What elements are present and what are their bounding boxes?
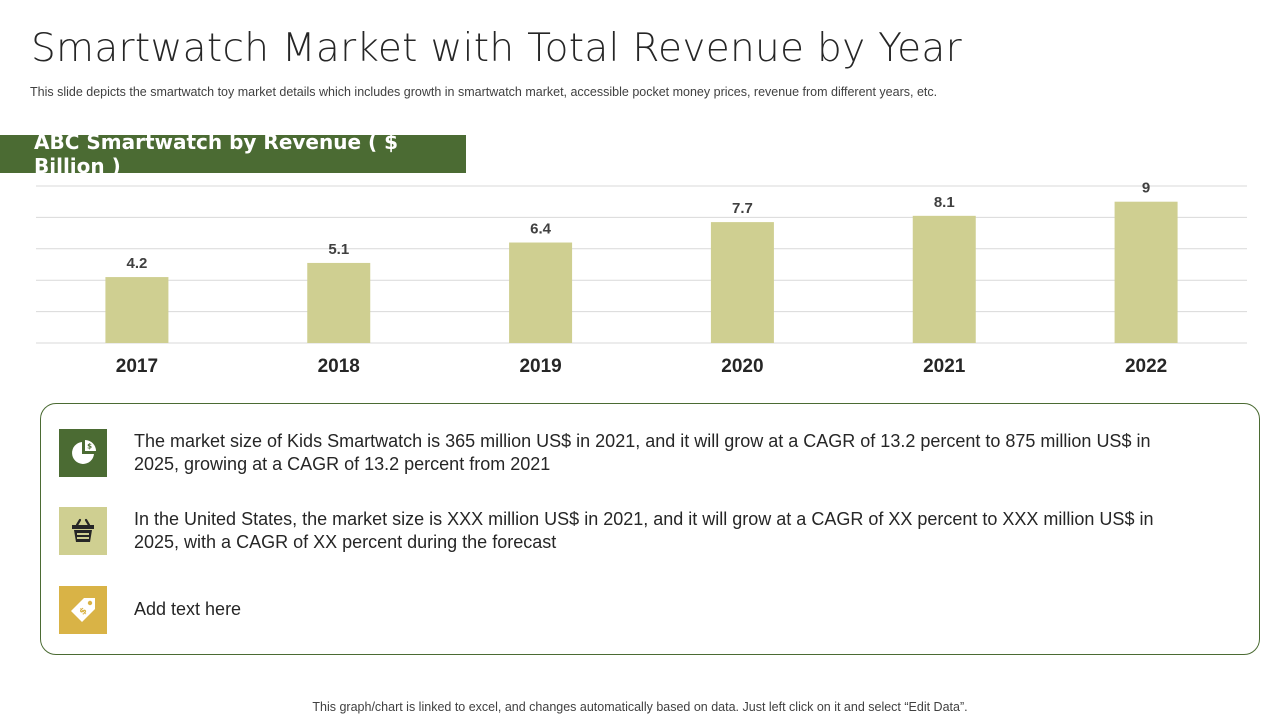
data-label-2020: 7.7: [732, 200, 753, 217]
page-subtitle: This slide depicts the smartwatch toy ma…: [30, 85, 938, 99]
info-text-us-market: In the United States, the market size is…: [134, 509, 1154, 552]
basket-icon-tile: [59, 507, 107, 555]
pie-chart-icon: $: [72, 440, 96, 464]
data-label-2017: 4.2: [126, 255, 147, 272]
data-label-2019: 6.4: [530, 221, 552, 238]
info-text-add-text[interactable]: Add text here: [134, 599, 242, 619]
revenue-bar-chart[interactable]: 4.2 2017 5.1 2018 6.4 2019 7.7 2020 8.1 2021 9 2022: [0, 175, 1280, 385]
info-item-us-market: [59, 507, 107, 555]
bar-2022[interactable]: [1114, 201, 1178, 343]
x-tick-label-2018: 2018: [318, 356, 360, 377]
x-tick-label-2017: 2017: [116, 356, 158, 377]
bar-2017[interactable]: [105, 277, 169, 343]
data-label-2022: 9: [1142, 180, 1150, 197]
market-info-panel: $ The market size of Kids Smartwatch is …: [40, 403, 1260, 655]
price-tag-icon-tile: $: [59, 586, 107, 634]
info-item-add-text: $: [59, 586, 107, 634]
bar-2019[interactable]: [509, 242, 573, 343]
bar-2020[interactable]: [710, 222, 774, 343]
x-tick-label-2020: 2020: [721, 356, 763, 377]
basket-icon: [72, 518, 94, 542]
x-tick-label-2019: 2019: [519, 356, 561, 377]
pie-chart-icon-tile: $: [59, 429, 107, 477]
chart-title-banner: ABC Smartwatch by Revenue ( $ Billion ): [0, 130, 466, 178]
bar-2021[interactable]: [912, 215, 976, 343]
info-item-kids-market: $: [59, 429, 107, 477]
info-text-kids-market: The market size of Kids Smartwatch is 36…: [134, 431, 1151, 474]
x-tick-label-2022: 2022: [1125, 356, 1167, 377]
x-tick-label-2021: 2021: [923, 356, 966, 377]
page-title: Smartwatch Market with Total Revenue by …: [31, 26, 962, 71]
chart-title: ABC Smartwatch by Revenue ( $ Billion ): [34, 130, 399, 178]
svg-text:$: $: [78, 606, 90, 618]
footer-note: This graph/chart is linked to excel, and…: [312, 700, 968, 714]
data-label-2018: 5.1: [328, 241, 349, 258]
svg-text:$: $: [87, 443, 92, 451]
bar-2018[interactable]: [307, 262, 371, 343]
data-label-2021: 8.1: [934, 194, 955, 211]
price-tag-icon: $: [71, 598, 95, 622]
